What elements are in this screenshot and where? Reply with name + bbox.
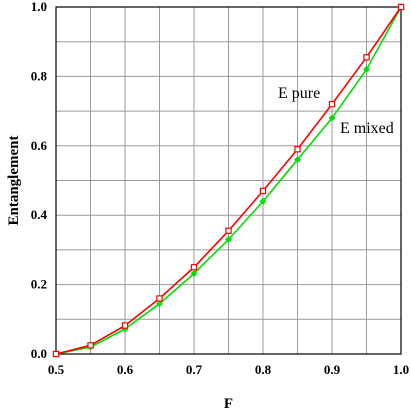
y-tick-label: 0.0 <box>31 346 47 361</box>
data-point <box>155 300 164 308</box>
data-point <box>259 187 267 195</box>
data-point <box>190 269 198 278</box>
y-tick-label: 0.4 <box>31 207 48 222</box>
grid <box>56 7 401 354</box>
data-point <box>363 54 370 61</box>
x-tick-label: 0.8 <box>255 362 272 377</box>
plot-frame <box>55 6 402 355</box>
x-tick-label: 0.9 <box>324 362 341 377</box>
y-tick-label: 0.6 <box>31 138 48 153</box>
annotation-e-pure: E pure <box>278 85 320 102</box>
x-tick-label: 0.7 <box>186 362 203 377</box>
data-point <box>397 3 405 11</box>
data-point <box>156 295 163 302</box>
data-point <box>259 197 267 205</box>
data-point <box>362 65 371 74</box>
y-axis-label: Entanglement <box>6 135 22 225</box>
data-point <box>294 146 301 153</box>
data-point <box>328 100 336 108</box>
series-e-pure <box>52 3 405 358</box>
series-layer <box>52 3 405 358</box>
y-tick-label: 0.8 <box>31 68 48 83</box>
annotation-e-mixed: E mixed <box>340 120 394 137</box>
data-point <box>224 235 233 244</box>
data-point <box>52 350 60 358</box>
x-tick-label: 1.0 <box>393 362 409 377</box>
y-tick-labels: 0.0 0.2 0.4 0.6 0.8 1.0 <box>31 0 48 361</box>
x-tick-label: 0.6 <box>117 362 134 377</box>
data-point <box>87 342 94 349</box>
x-tick-labels: 0.5 0.6 0.7 0.8 0.9 1.0 <box>48 362 409 377</box>
data-point <box>190 264 198 271</box>
data-point <box>328 114 336 122</box>
data-point <box>121 322 129 329</box>
data-point <box>225 227 232 235</box>
y-tick-label: 0.2 <box>31 277 47 292</box>
x-axis-label: F <box>224 396 233 412</box>
x-tick-label: 0.5 <box>48 362 65 377</box>
y-tick-label: 1.0 <box>31 0 47 14</box>
data-point <box>293 156 302 164</box>
